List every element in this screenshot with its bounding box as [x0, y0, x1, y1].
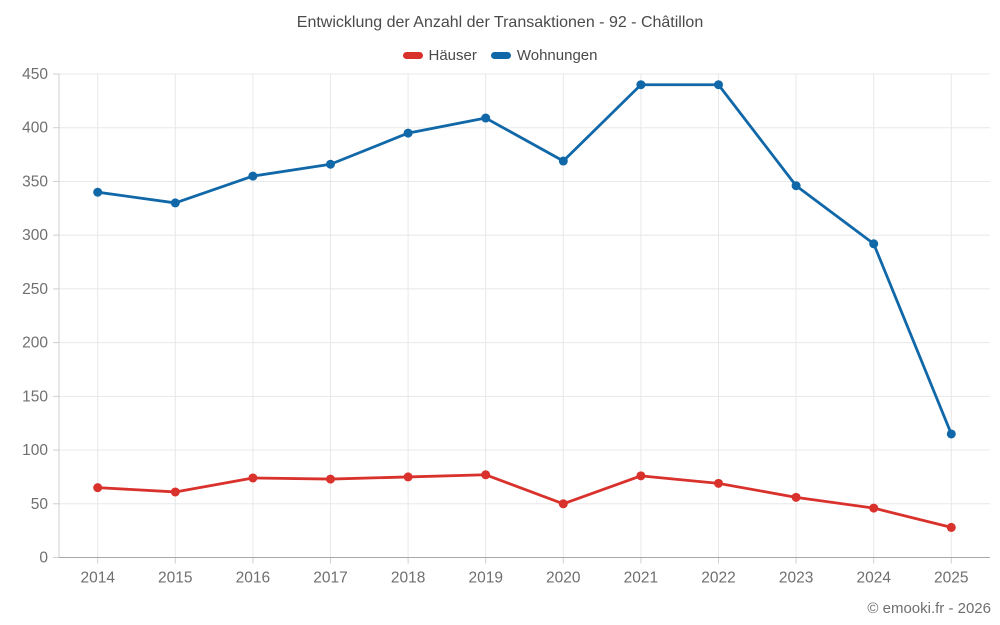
data-point-haeuser-2015[interactable]	[170, 487, 180, 497]
x-axis-label: 2018	[391, 570, 425, 587]
legend-swatch-wohnungen	[490, 52, 511, 59]
legend-label-haeuser: Häuser	[428, 47, 477, 64]
data-point-haeuser-2014[interactable]	[93, 483, 103, 493]
data-point-wohnungen-2018[interactable]	[403, 128, 413, 138]
data-point-haeuser-2024[interactable]	[869, 503, 879, 513]
data-point-haeuser-2020[interactable]	[558, 499, 568, 509]
x-axis-label: 2016	[236, 570, 270, 587]
data-point-wohnungen-2021[interactable]	[636, 80, 646, 90]
data-point-wohnungen-2017[interactable]	[326, 159, 335, 169]
data-point-wohnungen-2020[interactable]	[558, 156, 568, 166]
x-axis-label: 2019	[468, 570, 502, 587]
x-axis-label: 2024	[856, 570, 891, 587]
data-point-wohnungen-2015[interactable]	[170, 198, 180, 208]
data-point-haeuser-2019[interactable]	[481, 470, 491, 480]
y-axis-label: 300	[22, 227, 48, 244]
x-axis-label: 2014	[80, 570, 115, 587]
x-axis-label: 2022	[701, 570, 735, 587]
x-axis-label: 2025	[934, 570, 968, 587]
x-axis-label: 2015	[158, 570, 192, 587]
copyright-footer: © emooki.fr - 2026	[867, 600, 991, 617]
legend: Häuser Wohnungen	[0, 47, 1000, 64]
data-point-wohnungen-2025[interactable]	[946, 429, 956, 439]
data-point-wohnungen-2023[interactable]	[791, 181, 801, 191]
data-point-wohnungen-2022[interactable]	[714, 80, 723, 90]
data-point-haeuser-2017[interactable]	[326, 474, 335, 484]
x-axis-label: 2023	[779, 570, 813, 587]
legend-item-wohnungen[interactable]: Wohnungen	[490, 47, 598, 64]
data-point-haeuser-2022[interactable]	[714, 478, 723, 488]
data-point-haeuser-2025[interactable]	[946, 522, 956, 532]
x-axis-label: 2021	[624, 570, 658, 587]
series-line-wohnungen	[96, 83, 953, 436]
data-point-wohnungen-2016[interactable]	[248, 171, 258, 181]
y-axis-label: 200	[22, 335, 48, 352]
y-axis-label: 250	[22, 281, 48, 298]
data-point-haeuser-2018[interactable]	[403, 472, 413, 482]
chart-title: Entwicklung der Anzahl der Transaktionen…	[296, 14, 704, 31]
y-axis-label: 50	[31, 496, 49, 513]
y-axis-label: 350	[22, 173, 48, 190]
y-axis-label: 100	[22, 442, 48, 459]
y-axis-label: 450	[22, 66, 48, 83]
y-axis-label: 400	[22, 120, 48, 137]
x-axis-label: 2020	[546, 570, 581, 587]
legend-item-haeuser[interactable]: Häuser	[402, 47, 477, 64]
series-line-haeuser	[96, 473, 953, 529]
y-axis-label: 0	[39, 550, 48, 567]
data-point-haeuser-2016[interactable]	[248, 473, 258, 483]
legend-label-wohnungen: Wohnungen	[516, 47, 598, 64]
data-point-wohnungen-2014[interactable]	[93, 187, 103, 197]
y-axis-label: 150	[22, 388, 48, 405]
data-point-wohnungen-2024[interactable]	[869, 239, 879, 249]
data-point-haeuser-2023[interactable]	[791, 492, 801, 502]
data-point-haeuser-2021[interactable]	[636, 471, 646, 481]
x-axis-label: 2017	[313, 570, 347, 587]
data-point-wohnungen-2019[interactable]	[481, 113, 491, 123]
legend-swatch-haeuser	[402, 52, 423, 59]
